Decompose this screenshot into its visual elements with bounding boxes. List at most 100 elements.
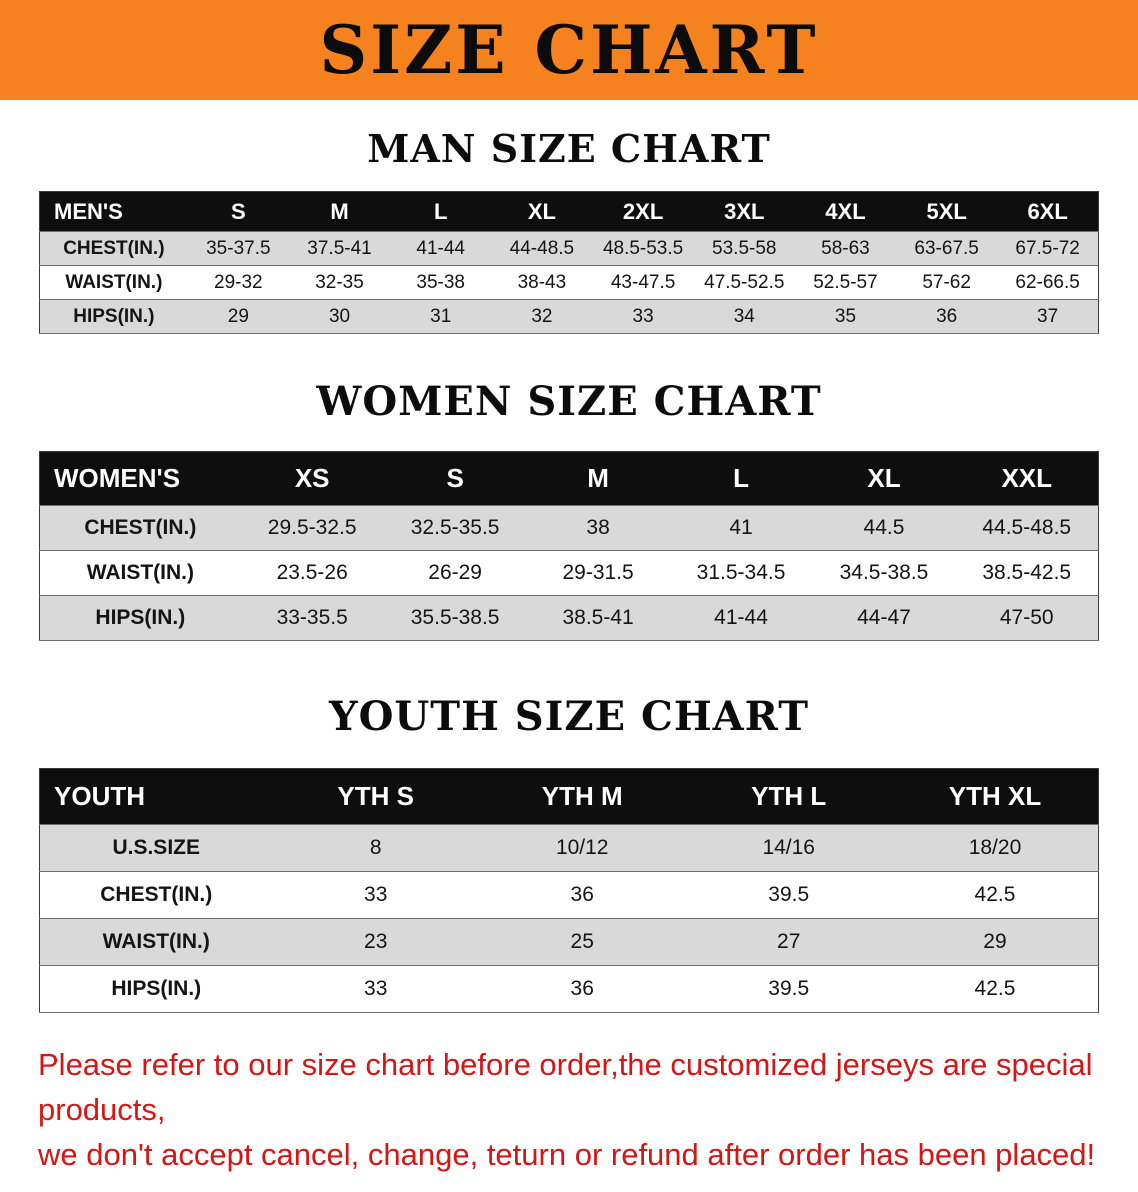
size-header-cell: 5XL (926, 198, 967, 224)
value-cell: 36 (478, 965, 686, 1013)
section-men: MAN SIZE CHART MEN'S S M L XL 2XL 3XL 4XL 5XL 6XL… (0, 126, 1138, 334)
value-cell: 33 (592, 299, 694, 334)
size-header-cell: YTH XL (948, 781, 1042, 811)
value-cell: 38.5-42.5 (955, 550, 1099, 596)
size-header-cell: 6XL (1027, 198, 1068, 224)
value-cell: 32-35 (288, 265, 391, 300)
size-header-cell: YTH M (541, 781, 623, 811)
size-header-cell: YTH L (751, 781, 827, 811)
row-label-cell: CHEST(IN.) (39, 871, 273, 919)
value-cell: 8 (272, 824, 479, 872)
table-title-cell: YOUTH (54, 781, 145, 811)
value-cell: 58-63 (794, 231, 897, 266)
value-cell: 23 (272, 918, 479, 966)
youth-size-table: YOUTH YTH S YTH M YTH L YTH XL U.S.SIZE 8 10/12… (39, 768, 1099, 1013)
row-label-cell: WAIST(IN.) (39, 918, 273, 966)
value-cell: 37 (997, 299, 1099, 334)
value-cell: 31.5-34.5 (669, 550, 813, 596)
size-header-cell: XL (527, 198, 556, 224)
size-header-cell: L (733, 463, 749, 493)
value-cell: 34 (693, 299, 795, 334)
size-header-cell: L (433, 198, 448, 224)
table-row: U.S.SIZE 8 10/12 14/16 18/20 (39, 824, 1099, 872)
value-cell: 43-47.5 (592, 265, 694, 300)
value-cell: 29.5-32.5 (240, 505, 384, 551)
value-cell: 38.5-41 (526, 595, 670, 641)
size-header-cell: XXL (1001, 463, 1053, 493)
table-row: WAIST(IN.) 29-32 32-35 35-38 38-43 43-47.5 47.… (39, 265, 1099, 300)
table-title-cell: WOMEN'S (54, 463, 181, 493)
value-cell: 33 (272, 871, 479, 919)
table-row: HIPS(IN.) 29 30 31 32 33 34 35 36 37 (39, 299, 1099, 334)
table-row: WAIST(IN.) 23.5-26 26-29 29-31.5 31.5-34.5 34… (39, 550, 1099, 596)
row-label-cell: U.S.SIZE (39, 824, 273, 872)
order-notice: Please refer to our size chart before or… (0, 1043, 1138, 1192)
section-youth: YOUTH SIZE CHART YOUTH YTH S YTH M YTH L YTH… (0, 693, 1138, 1013)
size-header-cell: S (231, 198, 246, 224)
header-row: MEN'S S M L XL 2XL 3XL 4XL 5XL 6XL (39, 191, 1099, 232)
value-cell: 38-43 (491, 265, 593, 300)
table-row: CHEST(IN.) 33 36 39.5 42.5 (39, 871, 1099, 919)
value-cell: 32.5-35.5 (383, 505, 527, 551)
value-cell: 34.5-38.5 (812, 550, 956, 596)
size-header-cell: 2XL (622, 198, 664, 224)
size-header-cell: YTH S (337, 781, 414, 811)
value-cell: 57-62 (896, 265, 998, 300)
value-cell: 38 (526, 505, 670, 551)
row-label-cell: HIPS(IN.) (39, 595, 241, 641)
value-cell: 29-32 (187, 265, 289, 300)
size-header-cell: XL (867, 463, 901, 493)
value-cell: 44-47 (812, 595, 956, 641)
value-cell: 42.5 (891, 965, 1099, 1013)
row-label-cell: HIPS(IN.) (39, 965, 273, 1013)
notice-line-1: Please refer to our size chart before or… (38, 1047, 1093, 1127)
men-size-table: MEN'S S M L XL 2XL 3XL 4XL 5XL 6XL CHEST(IN.) 35-37… (39, 191, 1099, 334)
row-label-cell: HIPS(IN.) (39, 299, 188, 334)
value-cell: 53.5-58 (693, 231, 795, 266)
value-cell: 14/16 (685, 824, 892, 872)
notice-line-2: we don't accept cancel, change, teturn o… (38, 1136, 1096, 1172)
value-cell: 62-66.5 (997, 265, 1099, 300)
value-cell: 47-50 (955, 595, 1099, 641)
men-section-heading: MAN SIZE CHART (367, 126, 771, 171)
table-row: WAIST(IN.) 23 25 27 29 (39, 918, 1099, 966)
value-cell: 29 (187, 299, 289, 334)
value-cell: 27 (685, 918, 892, 966)
table-row: CHEST(IN.) 35-37.5 37.5-41 41-44 44-48.5 48.5… (39, 231, 1099, 266)
value-cell: 35-37.5 (187, 231, 289, 266)
table-row: HIPS(IN.) 33 36 39.5 42.5 (39, 965, 1099, 1013)
women-size-table: WOMEN'S XS S M L XL XXL CHEST(IN.) 29.5-32.5 32.5… (39, 451, 1099, 641)
value-cell: 67.5-72 (997, 231, 1099, 266)
value-cell: 29 (891, 918, 1099, 966)
value-cell: 42.5 (891, 871, 1099, 919)
size-header-cell: 3XL (724, 198, 765, 224)
value-cell: 37.5-41 (288, 231, 391, 266)
size-header-cell: M (587, 463, 609, 493)
size-header-cell: S (446, 463, 464, 493)
youth-section-heading: YOUTH SIZE CHART (329, 693, 809, 740)
size-header-cell: 4XL (825, 198, 866, 224)
row-label-cell: WAIST(IN.) (39, 550, 241, 596)
value-cell: 41-44 (390, 231, 492, 266)
size-header-cell: M (330, 198, 349, 224)
women-section-heading: WOMEN SIZE CHART (316, 378, 822, 425)
value-cell: 44-48.5 (491, 231, 593, 266)
value-cell: 52.5-57 (794, 265, 897, 300)
value-cell: 41-44 (669, 595, 813, 641)
value-cell: 41 (669, 505, 813, 551)
table-title-cell: MEN'S (54, 198, 123, 224)
row-label-cell: CHEST(IN.) (39, 505, 241, 551)
size-header-cell: XS (294, 463, 330, 493)
value-cell: 33-35.5 (240, 595, 384, 641)
value-cell: 39.5 (685, 965, 892, 1013)
value-cell: 25 (478, 918, 686, 966)
section-women: WOMEN SIZE CHART WOMEN'S XS S M L XL XXL CHEST(… (0, 378, 1138, 641)
value-cell: 35.5-38.5 (383, 595, 527, 641)
value-cell: 44.5-48.5 (955, 505, 1099, 551)
table-row: CHEST(IN.) 29.5-32.5 32.5-35.5 38 41 44.5 44.5… (39, 505, 1099, 551)
value-cell: 31 (390, 299, 492, 334)
header-row: YOUTH YTH S YTH M YTH L YTH XL (39, 768, 1099, 825)
value-cell: 44.5 (812, 505, 956, 551)
value-cell: 48.5-53.5 (592, 231, 694, 266)
